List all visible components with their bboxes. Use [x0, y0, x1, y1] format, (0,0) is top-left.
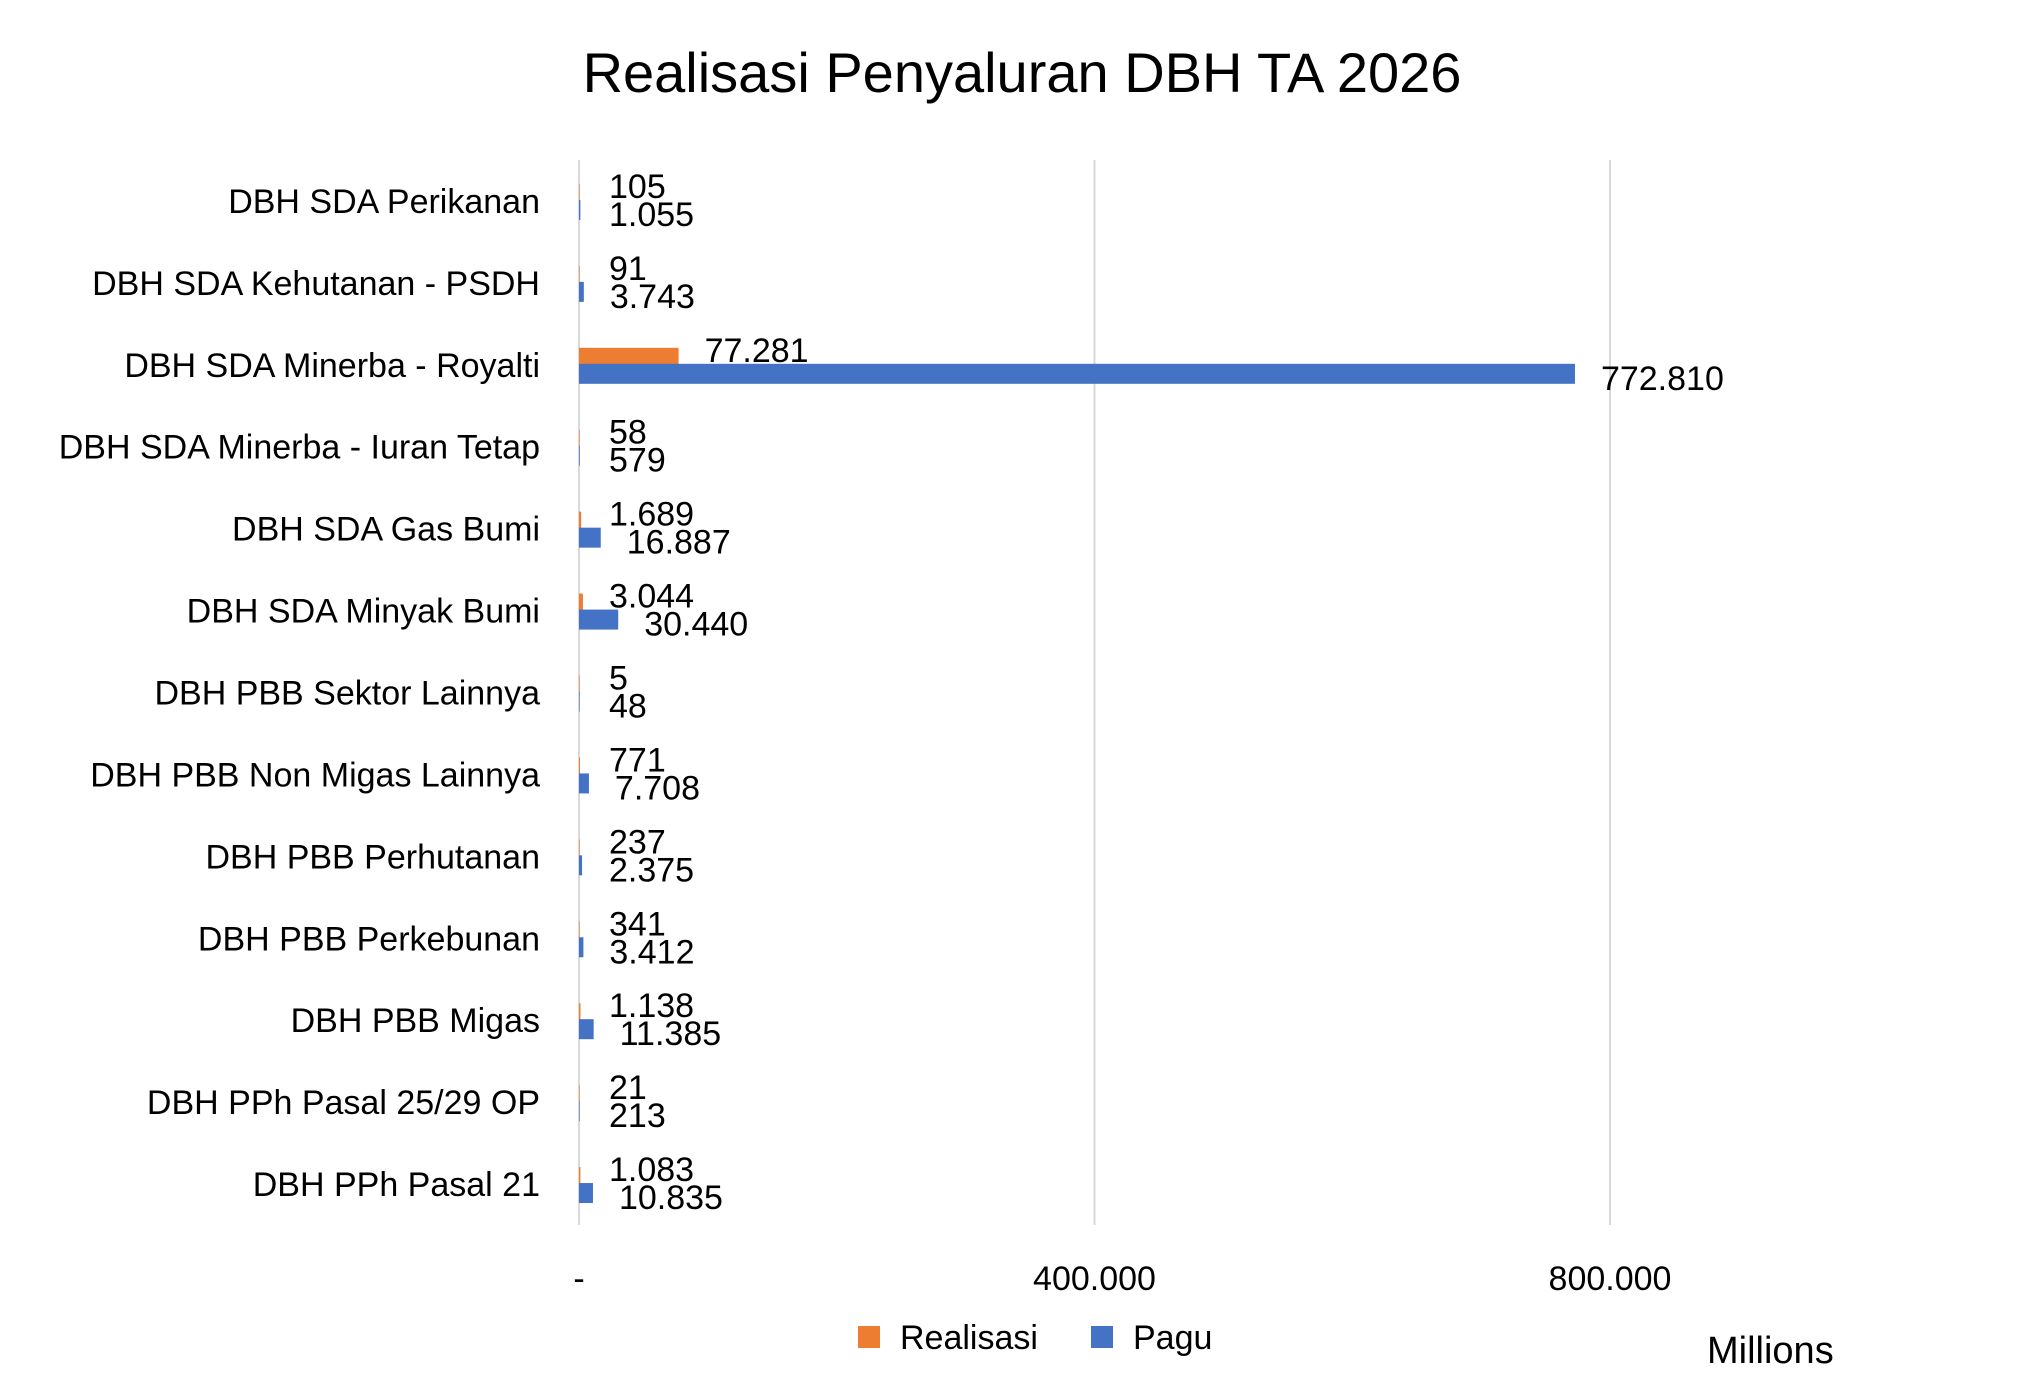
bar-pagu	[579, 609, 619, 630]
bar-pagu	[579, 855, 583, 876]
bar-realisasi	[579, 347, 679, 368]
data-label-realisasi: 5	[609, 660, 628, 698]
x-tick-label: 400.000	[1033, 1260, 1156, 1298]
bar-pagu	[579, 1101, 580, 1122]
data-label-realisasi: 77.281	[705, 332, 809, 370]
category-label: DBH SDA Minerba - Iuran Tetap	[59, 429, 540, 467]
data-label-realisasi: 1.689	[609, 496, 694, 534]
legend-swatch-pagu	[1091, 1326, 1113, 1348]
bar-realisasi	[579, 1003, 581, 1024]
data-label-pagu: 7.708	[615, 769, 700, 807]
data-label-pagu: 48	[609, 688, 647, 726]
data-label-realisasi: 58	[609, 414, 647, 452]
bar-pagu	[579, 445, 580, 466]
data-label-realisasi: 1.083	[609, 1151, 694, 1189]
x-tick-label: -	[573, 1260, 584, 1298]
data-label-pagu: 16.887	[627, 524, 731, 562]
data-label-pagu: 1.055	[609, 196, 694, 234]
legend-swatch-realisasi	[858, 1326, 880, 1348]
legend-label-realisasi: Realisasi	[900, 1319, 1038, 1357]
bar-pagu	[579, 363, 1575, 384]
category-label: DBH PBB Perkebunan	[198, 920, 540, 958]
category-label: DBH PPh Pasal 21	[253, 1166, 540, 1204]
data-label-pagu: 772.810	[1601, 360, 1724, 398]
bar-realisasi	[579, 757, 580, 778]
bar-realisasi	[579, 593, 583, 614]
data-label-realisasi: 771	[609, 741, 666, 779]
data-label-pagu: 30.440	[644, 606, 748, 644]
category-label: DBH PBB Non Migas Lainnya	[90, 756, 540, 794]
data-label-pagu: 10.835	[619, 1179, 723, 1217]
legend-label-pagu: Pagu	[1133, 1319, 1212, 1357]
bar-realisasi	[579, 265, 580, 286]
data-label-realisasi: 1.138	[609, 987, 694, 1025]
data-label-pagu: 2.375	[609, 851, 694, 889]
data-label-realisasi: 21	[609, 1069, 647, 1107]
bar-realisasi	[579, 839, 580, 860]
data-label-pagu: 213	[609, 1097, 666, 1135]
bar-realisasi	[579, 183, 580, 204]
category-label: DBH SDA Gas Bumi	[232, 511, 540, 549]
bar-pagu	[579, 199, 581, 220]
chart-title: Realisasi Penyaluran DBH TA 2026	[582, 41, 1462, 104]
data-label-realisasi: 341	[609, 905, 666, 943]
data-label-realisasi: 237	[609, 823, 666, 861]
bar-realisasi	[579, 675, 580, 696]
category-label: DBH SDA Minerba - Royalti	[124, 347, 540, 385]
bar-pagu	[579, 1019, 594, 1040]
data-label-realisasi: 105	[609, 168, 666, 206]
category-label: DBH PBB Sektor Lainnya	[154, 675, 540, 713]
bar-pagu	[579, 937, 584, 958]
bar-realisasi	[579, 1167, 581, 1188]
category-label: DBH SDA Kehutanan - PSDH	[92, 265, 540, 303]
bar-pagu	[579, 773, 589, 794]
bar-pagu	[579, 691, 580, 712]
data-label-pagu: 3.743	[610, 278, 695, 316]
data-label-pagu: 3.412	[609, 933, 694, 971]
category-label: DBH PBB Migas	[291, 1002, 540, 1040]
category-label: DBH SDA Perikanan	[228, 183, 540, 221]
bar-pagu	[579, 1183, 593, 1204]
category-label: DBH SDA Minyak Bumi	[187, 593, 540, 631]
data-label-pagu: 11.385	[620, 1015, 721, 1053]
bar-realisasi	[579, 511, 582, 532]
x-tick-label: 800.000	[1549, 1260, 1672, 1298]
bar-realisasi	[579, 1085, 580, 1106]
data-label-pagu: 579	[609, 442, 666, 480]
bar-pagu	[579, 527, 601, 548]
x-axis-unit-label: Millions	[1707, 1330, 1834, 1372]
bar-realisasi	[579, 921, 580, 942]
category-label: DBH PBB Perhutanan	[205, 838, 540, 876]
category-label: DBH PPh Pasal 25/29 OP	[147, 1084, 540, 1122]
data-label-realisasi: 91	[609, 250, 647, 288]
bar-pagu	[579, 281, 584, 302]
data-label-realisasi: 3.044	[609, 578, 694, 616]
bar-realisasi	[579, 429, 580, 450]
